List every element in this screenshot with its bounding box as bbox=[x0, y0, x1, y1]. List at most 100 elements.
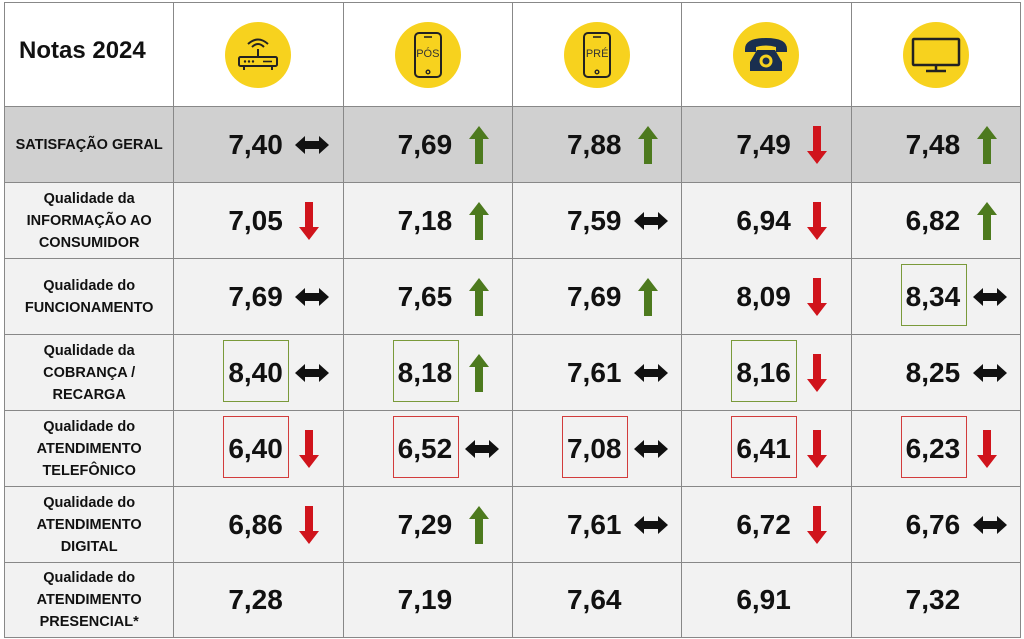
column-header-2: PRÉ bbox=[511, 2, 683, 107]
score-cell: 6,94 bbox=[681, 182, 852, 259]
score-cell: 7,05 bbox=[173, 182, 344, 259]
score-value: 7,08 bbox=[566, 432, 622, 464]
highlight-best-box bbox=[900, 264, 967, 326]
score-value: 7,69 bbox=[228, 280, 283, 312]
arrow-left-right-icon bbox=[633, 438, 669, 460]
arrow-left-right-icon bbox=[972, 286, 1008, 308]
score-cell: 7,61 bbox=[511, 486, 683, 563]
score-value: 8,25 bbox=[905, 356, 961, 388]
arrow-left-right-icon bbox=[633, 514, 669, 536]
score-value: 7,61 bbox=[566, 356, 622, 388]
score-value: 6,52 bbox=[397, 432, 453, 464]
highlight-worst-box bbox=[392, 416, 459, 478]
arrow-down-icon bbox=[806, 505, 828, 545]
score-cell: 7,69 bbox=[342, 106, 513, 183]
smartphone-pos-icon: PÓS bbox=[394, 21, 461, 88]
pos-label: PÓS bbox=[416, 47, 440, 60]
score-value: 6,86 bbox=[228, 508, 283, 540]
arrow-up-icon bbox=[637, 125, 659, 165]
arrow-up-icon bbox=[468, 353, 490, 393]
score-value: 6,23 bbox=[905, 432, 961, 464]
score-value: 7,49 bbox=[736, 128, 791, 160]
arrow-up-icon bbox=[976, 201, 998, 241]
score-value: 8,40 bbox=[228, 356, 283, 388]
row-label: Qualidade do ATENDIMENTO PRESENCIAL* bbox=[3, 562, 175, 638]
score-value: 7,28 bbox=[228, 584, 283, 615]
score-cell: 7,69 bbox=[511, 258, 683, 335]
arrow-left-right-icon bbox=[633, 210, 669, 232]
score-cell: 8,25 bbox=[850, 334, 1022, 411]
row-label: Qualidade da COBRANÇA / RECARGA bbox=[3, 334, 175, 411]
highlight-worst-box bbox=[223, 416, 290, 478]
score-cell: 7,19 bbox=[342, 562, 513, 638]
score-value: 6,94 bbox=[736, 204, 791, 236]
score-cell: 8,40 bbox=[173, 334, 344, 411]
column-header-3 bbox=[681, 2, 852, 107]
highlight-worst-box bbox=[731, 416, 798, 478]
arrow-left-right-icon bbox=[294, 362, 330, 384]
score-value: 7,64 bbox=[566, 584, 622, 615]
telephone-icon bbox=[733, 21, 800, 88]
table-row: SATISFAÇÃO GERAL 7,40 7,69 7,88 7,49 7,48 bbox=[3, 106, 1022, 183]
highlight-best-box bbox=[223, 340, 290, 402]
score-cell: 7,08 bbox=[511, 410, 683, 487]
smartphone-pre-icon: PRÉ bbox=[564, 21, 631, 88]
header-row: Notas 2024 bbox=[3, 2, 1022, 107]
score-cell: 7,28 bbox=[173, 562, 344, 638]
score-cell: 8,16 bbox=[681, 334, 852, 411]
score-cell: 7,48 bbox=[850, 106, 1022, 183]
highlight-best-box bbox=[392, 340, 459, 402]
score-value: 7,88 bbox=[566, 128, 622, 160]
arrow-down-icon bbox=[806, 125, 828, 165]
score-value: 7,69 bbox=[566, 280, 622, 312]
table-row: Qualidade da COBRANÇA / RECARGA 8,40 8,18 7… bbox=[3, 334, 1022, 411]
arrow-left-right-icon bbox=[294, 286, 330, 308]
arrow-up-icon bbox=[637, 277, 659, 317]
score-cell: 8,09 bbox=[681, 258, 852, 335]
score-value: 7,19 bbox=[397, 584, 453, 615]
table-row: Qualidade do ATENDIMENTO TELEFÔNICO 6,40 6… bbox=[3, 410, 1022, 487]
score-cell: 7,40 bbox=[173, 106, 344, 183]
score-cell: 7,49 bbox=[681, 106, 852, 183]
score-value: 6,40 bbox=[228, 432, 283, 464]
score-value: 6,41 bbox=[736, 432, 791, 464]
score-cell: 7,88 bbox=[511, 106, 683, 183]
table-row: Qualidade do ATENDIMENTO PRESENCIAL* 7,28… bbox=[3, 562, 1022, 638]
score-cell: 6,40 bbox=[173, 410, 344, 487]
arrow-down-icon bbox=[298, 505, 320, 545]
score-cell: 7,32 bbox=[850, 562, 1022, 638]
table-row: Qualidade do ATENDIMENTO DIGITAL 6,86 7,29… bbox=[3, 486, 1022, 563]
score-cell: 7,29 bbox=[342, 486, 513, 563]
score-value: 7,29 bbox=[397, 508, 453, 540]
arrow-up-icon bbox=[468, 125, 490, 165]
score-value: 8,18 bbox=[397, 356, 453, 388]
score-value: 7,05 bbox=[228, 204, 283, 236]
score-cell: 6,91 bbox=[681, 562, 852, 638]
score-cell: 6,41 bbox=[681, 410, 852, 487]
arrow-down-icon bbox=[976, 429, 998, 469]
score-cell: 6,82 bbox=[850, 182, 1022, 259]
arrow-up-icon bbox=[976, 125, 998, 165]
score-value: 8,34 bbox=[905, 280, 961, 312]
arrow-down-icon bbox=[806, 277, 828, 317]
score-cell: 6,76 bbox=[850, 486, 1022, 563]
score-cell: 6,23 bbox=[850, 410, 1022, 487]
arrow-up-icon bbox=[468, 505, 490, 545]
score-value: 7,48 bbox=[905, 128, 961, 160]
score-cell: 6,52 bbox=[342, 410, 513, 487]
table-title: Notas 2024 bbox=[19, 37, 146, 64]
arrow-left-right-icon bbox=[633, 362, 669, 384]
table-row: Qualidade da INFORMAÇÃO AO CONSUMIDOR 7,0… bbox=[3, 182, 1022, 259]
score-value: 6,91 bbox=[736, 584, 791, 615]
score-cell: 7,18 bbox=[342, 182, 513, 259]
arrow-down-icon bbox=[806, 201, 828, 241]
arrow-down-icon bbox=[806, 353, 828, 393]
highlight-best-box bbox=[731, 340, 798, 402]
arrow-up-icon bbox=[468, 277, 490, 317]
score-value: 6,72 bbox=[736, 508, 791, 540]
score-cell: 6,86 bbox=[173, 486, 344, 563]
ratings-table: Notas 2024 bbox=[3, 2, 1022, 638]
tv-icon bbox=[902, 21, 969, 88]
table-corner: Notas 2024 bbox=[3, 2, 175, 107]
arrow-up-icon bbox=[468, 201, 490, 241]
